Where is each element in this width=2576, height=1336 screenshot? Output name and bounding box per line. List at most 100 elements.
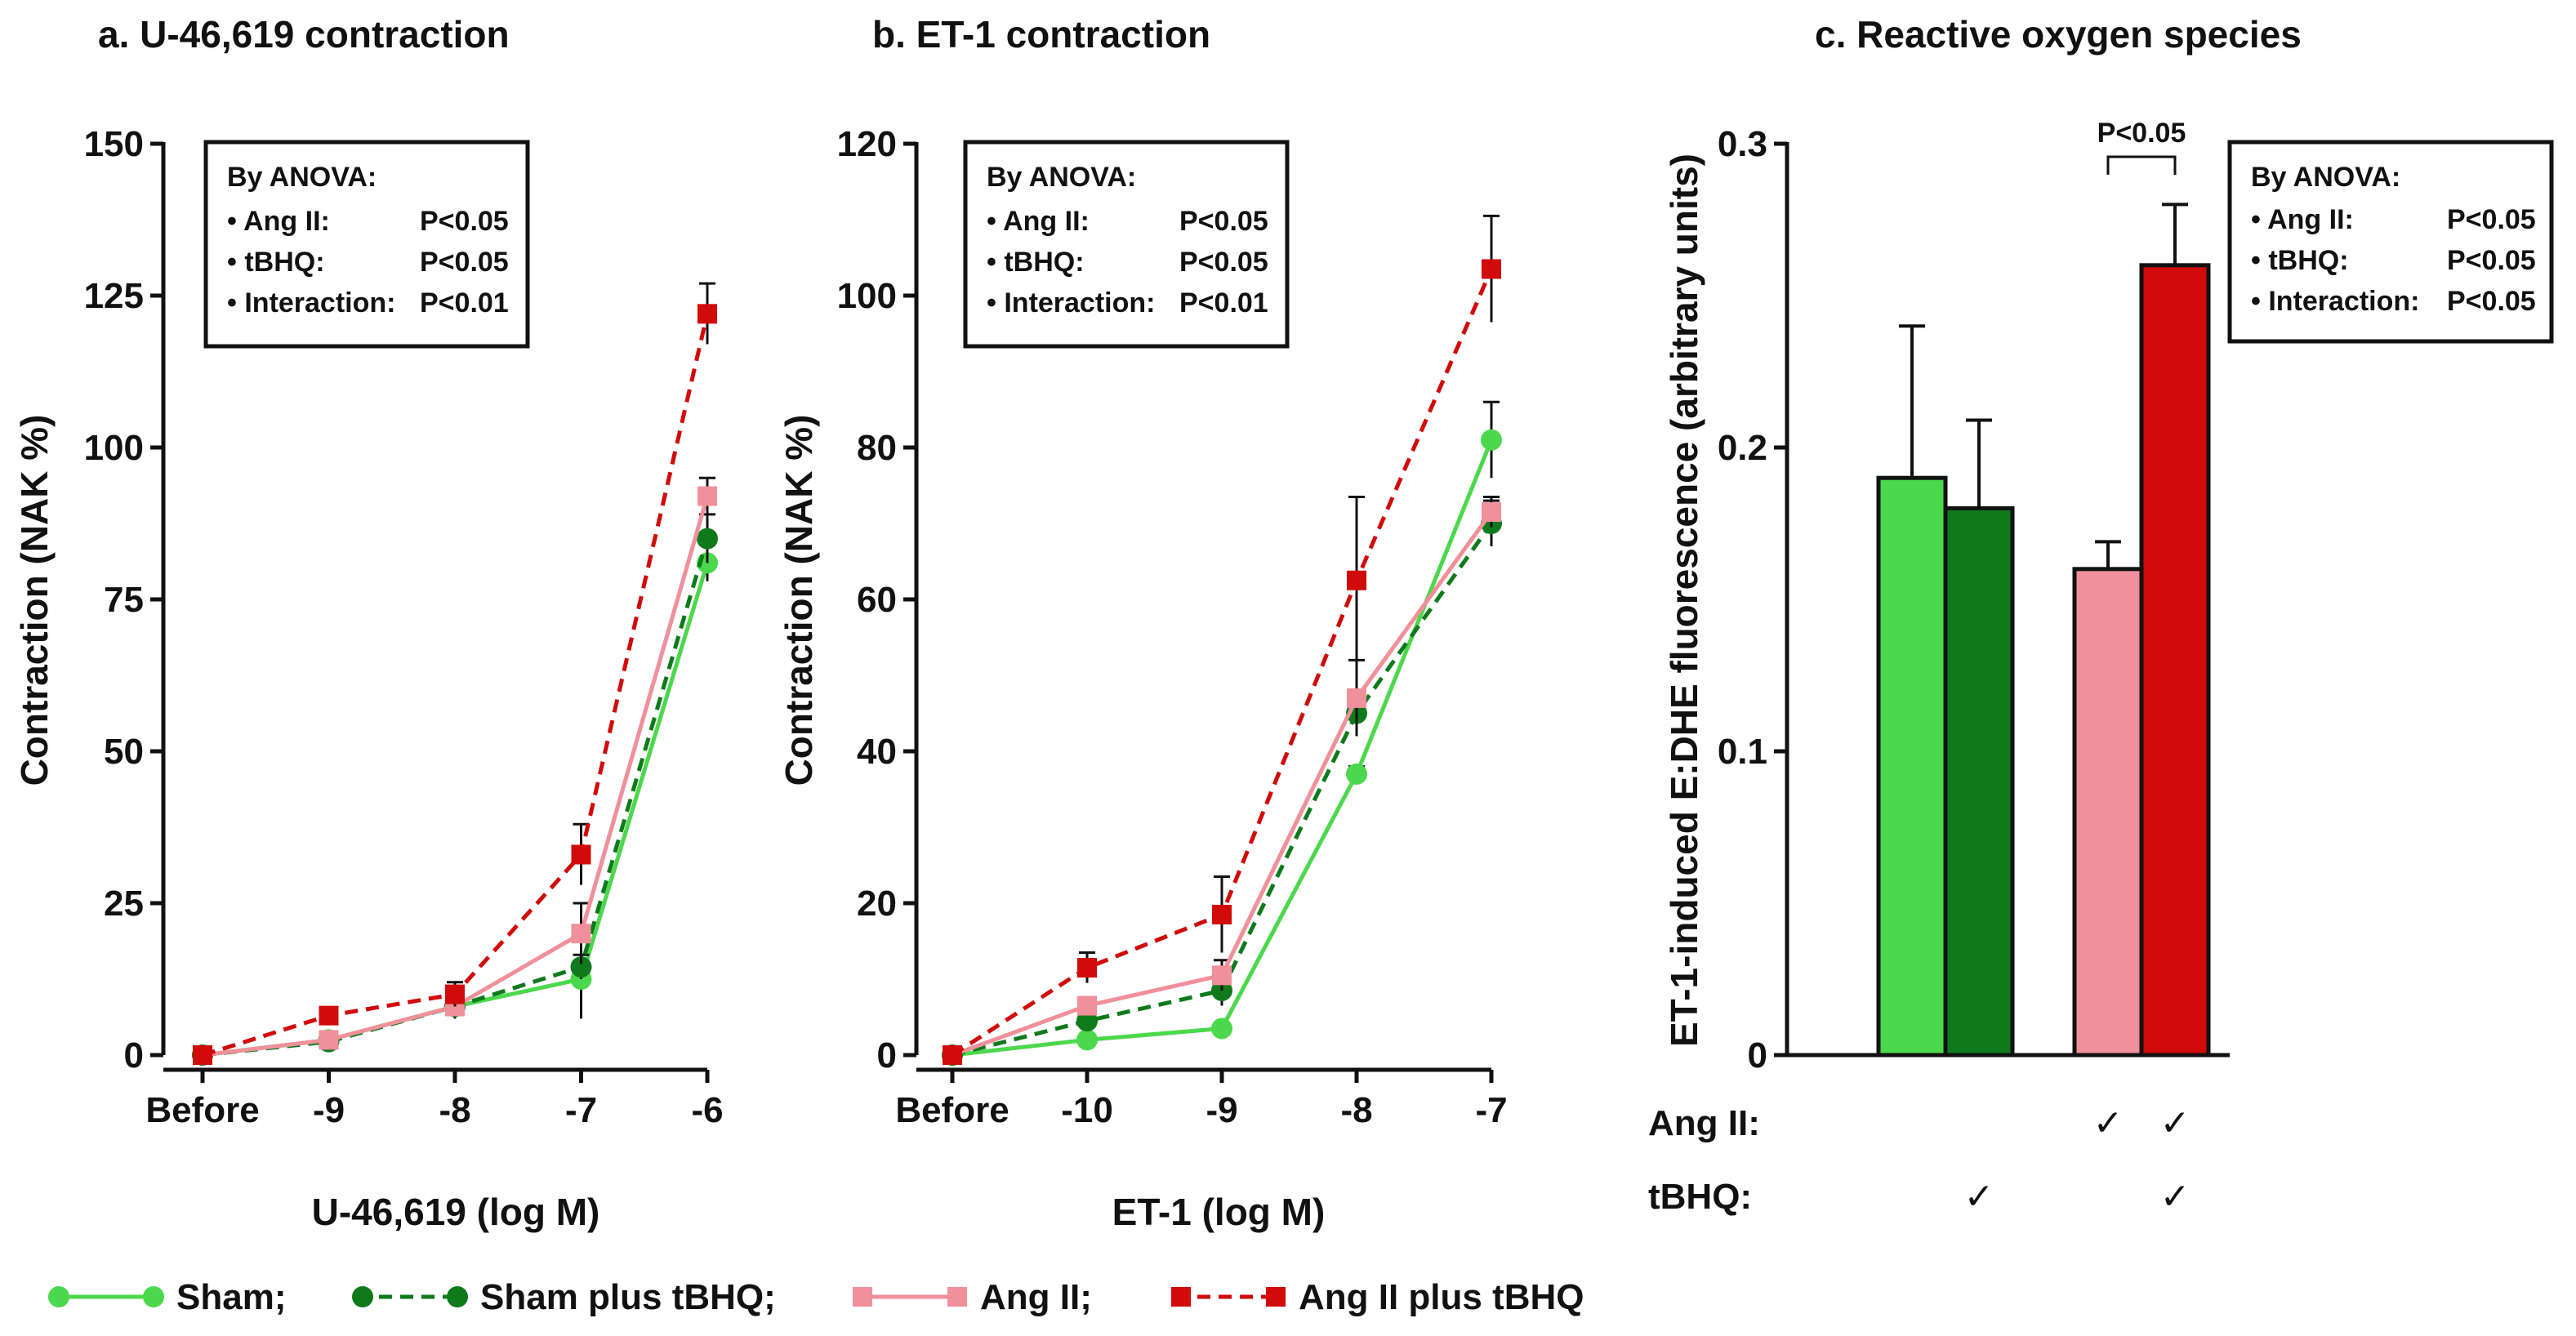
panel-b-x-tick-label: -7: [1475, 1090, 1507, 1130]
panel-b-point-sham_tbhq: [1076, 1010, 1098, 1032]
legend-marker-sham: [143, 1286, 164, 1307]
legend-item-sham: Sham;: [48, 1277, 286, 1317]
legend-marker-angii_tbhq: [1266, 1287, 1286, 1307]
legend-marker-sham: [48, 1286, 69, 1307]
panel-a-stats-value: P<0.05: [420, 206, 509, 237]
panel-c-stats-label: • tBHQ:: [2251, 245, 2349, 276]
panel-b-y-tick-label: 100: [837, 276, 897, 316]
panel-a-plot: 0 25 50 75 100 125 150 Before -9 -8 -7 -6: [84, 124, 724, 1130]
panel-b-stats-value: P<0.01: [1179, 287, 1268, 318]
panel-a-stats-label: • Interaction:: [227, 287, 395, 318]
panel-a-y-tick-label: 0: [124, 1035, 144, 1075]
panel-b-stats-label: • Interaction:: [987, 287, 1155, 318]
legend-label-sham: Sham;: [176, 1277, 286, 1317]
panel-a-stats-frame: [203, 140, 530, 349]
panel-c-stats-heading: By ANOVA:: [2251, 162, 2400, 193]
panel-b-x-tick-label: -10: [1061, 1090, 1113, 1130]
panel-a-line-angii_tbhq: [202, 313, 710, 1058]
legend-marker-sham_tbhq: [447, 1286, 468, 1307]
panel-a-stats-label: • tBHQ:: [227, 247, 325, 278]
panel-b-x-tick-label: Before: [895, 1090, 1009, 1130]
panel-a-x-axis-title: U-46,619 (log M): [312, 1191, 600, 1233]
panel-b-x-axis-title: ET-1 (log M): [1112, 1191, 1326, 1233]
panel-b-x-tick-label: -8: [1340, 1090, 1372, 1130]
panel-b-x-tick-label: -9: [1206, 1090, 1237, 1130]
panel-b-y-tick-label: 60: [857, 580, 897, 620]
panel-a-point-angii_tbhq: [445, 984, 465, 1004]
panel-a-y-tick-label: 25: [104, 884, 144, 924]
panel-b-stats-label: • tBHQ:: [987, 247, 1085, 278]
bar-angii: [2072, 567, 2144, 1058]
panel-b-point-angii_tbhq: [1077, 958, 1097, 978]
panel-b-stats-label: • Ang II:: [987, 206, 1090, 237]
panel-a-stats-heading: By ANOVA:: [227, 162, 377, 193]
check-mark: ✓: [2160, 1103, 2190, 1143]
panel-b-stats-box: By ANOVA: • Ang II: P<0.05 • tBHQ: P<0.0…: [963, 140, 1290, 349]
panel-b-stats-value: P<0.05: [1179, 206, 1268, 237]
panel-c-plot: 0 0.1 0.2 0.3 P<0.05 ✓ ✓ ✓ ✓: [1718, 118, 2230, 1217]
legend: Sham; Sham plus tBHQ; Ang II; Ang II plus t…: [48, 1277, 1584, 1317]
legend-item-angii_tbhq: Ang II plus tBHQ: [1171, 1277, 1584, 1317]
panel-b-point-angii_tbhq: [1212, 904, 1232, 924]
panel-b-point-sham: [1211, 1018, 1232, 1040]
panel-b-stats-frame: [963, 140, 1290, 349]
panel-b-y-tick-label: 40: [857, 732, 897, 772]
panel-b-point-sham: [1076, 1029, 1098, 1051]
check-mark: ✓: [2160, 1177, 2190, 1217]
panel-a-line-angii: [202, 495, 710, 1058]
panel-b-title: b. ET-1 contraction: [872, 13, 1210, 56]
panel-b-point-angii: [1212, 965, 1232, 986]
panel-b-series-angii: [943, 495, 1501, 1065]
panel-c-stats-frame: [2227, 140, 2554, 344]
panel-c-title: c. Reactive oxygen species: [1815, 13, 2302, 56]
panel-a-point-angii: [319, 1030, 339, 1050]
panel-a-series-angii: [193, 476, 717, 1065]
panel-a-x-tick-label: -8: [439, 1090, 470, 1130]
panel-b-point-angii: [1482, 502, 1501, 523]
panel-b-stats-value: P<0.05: [1179, 247, 1268, 278]
check-mark: ✓: [1964, 1177, 1994, 1217]
panel-a-point-sham_tbhq: [697, 528, 718, 550]
legend-label-angii: Ang II;: [980, 1277, 1092, 1317]
panel-c-y-tick-label: 0.3: [1718, 124, 1767, 164]
check-mark: ✓: [2093, 1103, 2124, 1143]
panel-b-y-tick-label: 80: [857, 428, 897, 468]
panel-c-y-tick-label: 0.1: [1718, 732, 1767, 772]
legend-marker-angii: [853, 1287, 872, 1307]
legend-label-angii_tbhq: Ang II plus tBHQ: [1299, 1277, 1584, 1317]
panel-c-stats-value: P<0.05: [2447, 286, 2536, 317]
panel-a-y-tick-label: 75: [104, 580, 144, 620]
panel-b-y-tick-label: 0: [877, 1035, 897, 1075]
panel-a-y-tick-label: 100: [84, 428, 144, 468]
panel-a-x-tick-label: -9: [313, 1090, 345, 1130]
panel-a-y-axis-title: Contraction (NAK %): [13, 415, 56, 786]
panel-a-point-sham_tbhq: [570, 956, 592, 978]
panel-a-stats-value: P<0.05: [420, 247, 509, 278]
panel-b-point-angii_tbhq: [1347, 570, 1366, 590]
panel-b-plot: 0 20 40 60 80 100 120 Before -10 -9 -8 -7: [837, 124, 1508, 1130]
panel-c-stats-label: • Interaction:: [2251, 286, 2419, 317]
panel-a-stats-box: By ANOVA: • Ang II: P<0.05 • tBHQ: P<0.0…: [203, 140, 530, 349]
panel-b-y-axis-title: Contraction (NAK %): [778, 415, 820, 786]
condition-label-ang-ii: Ang II:: [1648, 1103, 1760, 1143]
panel-c: c. Reactive oxygen species 0 0.1 0.2 0.3 P<0…: [1648, 13, 2554, 1217]
panel-b-series-angii_tbhq: [943, 214, 1501, 1065]
panel-a-series-angii_tbhq: [193, 282, 717, 1065]
panel-a-y-tick-label: 125: [84, 276, 144, 316]
panel-b-point-sham: [1481, 429, 1502, 451]
panel-a-stats-label: • Ang II:: [227, 206, 330, 237]
panel-a-point-angii: [697, 486, 717, 506]
legend-marker-angii_tbhq: [1171, 1287, 1191, 1307]
bar-angii_tbhq: [2139, 263, 2211, 1058]
panel-c-stats-box: By ANOVA: • Ang II: P<0.05 • tBHQ: P<0.0…: [2227, 140, 2554, 344]
panel-a-y-tick-label: 150: [84, 124, 144, 164]
condition-label-tbhq: tBHQ:: [1648, 1177, 1752, 1217]
panel-a-point-angii: [571, 924, 591, 944]
panel-c-y-tick-label: 0: [1748, 1035, 1767, 1075]
panel-c-stats-label: • Ang II:: [2251, 204, 2354, 235]
panel-b-point-angii_tbhq: [943, 1045, 962, 1065]
panel-c-y-tick-label: 0.2: [1718, 428, 1767, 468]
panel-b-y-tick-label: 120: [837, 124, 897, 164]
panel-a-point-angii_tbhq: [571, 844, 591, 865]
